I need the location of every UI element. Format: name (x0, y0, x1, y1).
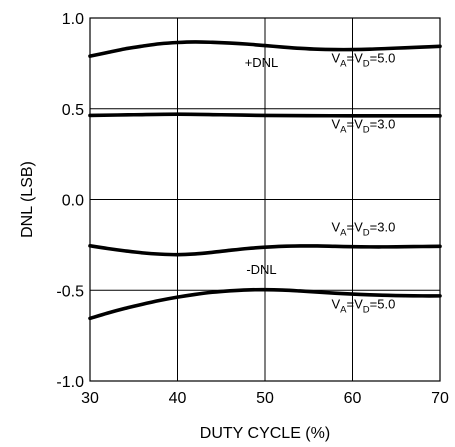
series-line-3 (88, 243, 442, 257)
annotation-va5-bot: VA=VD=5.0 (332, 296, 396, 315)
series-line-4 (88, 287, 442, 321)
annotation-neg-dnl: -DNL (246, 262, 276, 277)
y-tick-label: 1.0 (62, 11, 84, 28)
y-tick-label: 0.5 (62, 102, 84, 119)
series-layer (88, 40, 442, 321)
x-tick-label: 30 (81, 390, 99, 407)
annotation-part: =5.0 (370, 296, 396, 311)
y-tick-label: 0.0 (62, 193, 84, 210)
annotation-part: V (332, 219, 341, 234)
annotation-part: V (332, 296, 341, 311)
grid-layer (89, 17, 441, 382)
annotation-va3-bot: VA=VD=3.0 (332, 219, 396, 238)
annotation-part: A (340, 304, 347, 315)
annotation-part: =V (347, 50, 364, 65)
annotation-part: D (363, 125, 370, 136)
y-axis-label: DNL (LSB) (19, 161, 36, 238)
annotation-va3-top: VA=VD=3.0 (332, 117, 396, 136)
annotation-part: =3.0 (370, 117, 396, 132)
y-tick-label: -0.5 (56, 283, 84, 300)
x-tick-label: 60 (344, 390, 362, 407)
x-tick-label: 40 (169, 390, 187, 407)
annotation-part: =V (347, 296, 364, 311)
annotation-layer: +DNL-DNLVA=VD=5.0VA=VD=3.0VA=VD=3.0VA=VD… (245, 50, 396, 315)
annotation-part: A (340, 58, 347, 69)
series-line-2 (88, 112, 442, 118)
annotation-part: D (363, 58, 370, 69)
annotation-part: =V (347, 117, 364, 132)
annotation-part: V (332, 50, 341, 65)
annotation-pos-dnl: +DNL (245, 55, 279, 70)
annotation-part: =V (347, 219, 364, 234)
annotation-part: D (363, 227, 370, 238)
axis-layer: DUTY CYCLE (%) DNL (LSB) 30 40 50 60 70 1.0 0.… (19, 11, 449, 442)
x-tick-label: 50 (256, 390, 274, 407)
annotation-part: A (340, 227, 347, 238)
annotation-part: =3.0 (370, 219, 396, 234)
x-tick-label: 70 (431, 390, 449, 407)
annotation-part: =5.0 (370, 50, 396, 65)
y-tick-label: -1.0 (56, 374, 84, 391)
annotation-va5-top: VA=VD=5.0 (332, 50, 396, 69)
annotation-part: A (340, 125, 347, 136)
annotation-part: D (363, 304, 370, 315)
x-axis-label: DUTY CYCLE (%) (200, 425, 330, 442)
annotation-part: V (332, 117, 341, 132)
series-line-1 (88, 40, 442, 58)
